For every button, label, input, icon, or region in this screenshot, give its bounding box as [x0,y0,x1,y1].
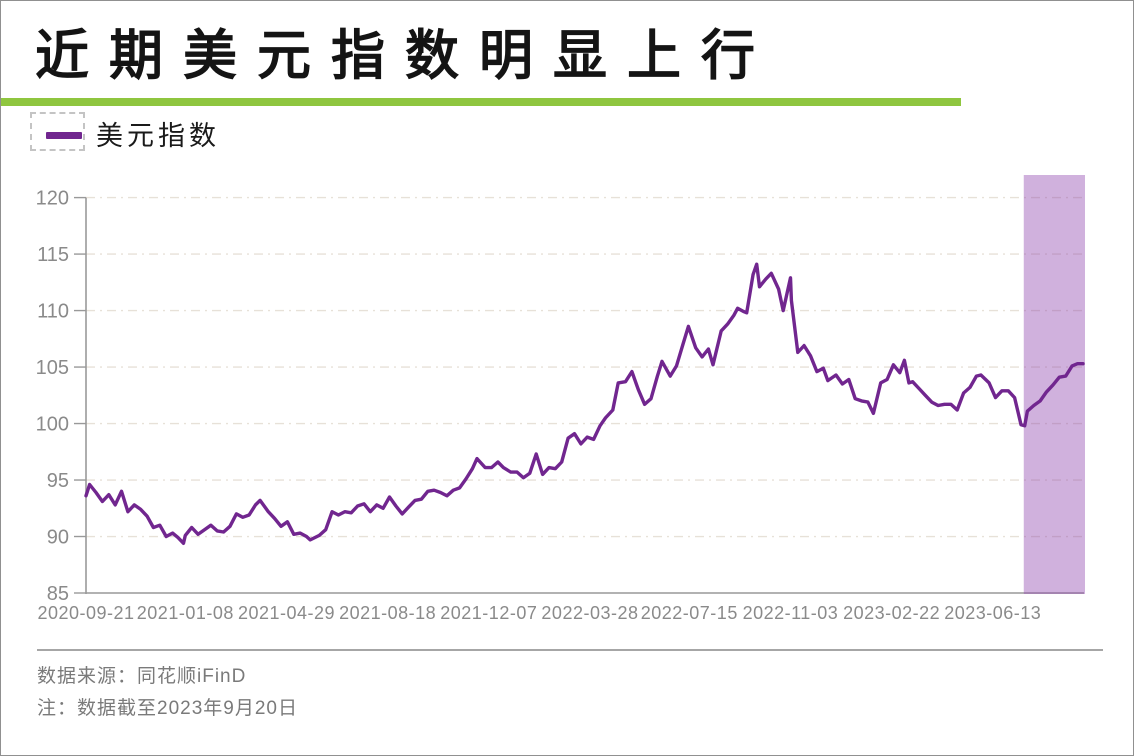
x-tick-label: 2022-11-03 [743,603,839,623]
x-tick-label: 2022-03-28 [541,603,638,623]
legend-line-marker [46,132,82,139]
y-tick-label: 115 [37,244,69,266]
x-tick-label: 2020-09-21 [37,603,134,623]
page-title: 近期美元指数明显上行 [35,26,775,86]
y-tick-label: 90 [47,527,69,549]
y-tick-label: 100 [36,414,69,436]
y-tick-label: 110 [37,301,69,323]
y-tick-label: 105 [36,357,69,379]
y-tick-label: 85 [47,583,69,605]
legend-marker-box [30,112,85,151]
x-tick-label: 2021-04-29 [238,603,335,623]
legend-label: 美元指数 [96,121,220,151]
x-tick-label: 2022-07-15 [641,603,738,623]
dollar-index-series-line [84,262,1085,545]
data-source-text: 数据来源：同花顺iFinD [37,666,247,687]
y-tick-label: 95 [47,470,69,492]
title-underline-accent [1,98,961,106]
x-tick-label: 2023-02-22 [843,603,940,623]
data-note-text: 注：数据截至2023年9月20日 [37,698,298,719]
x-tick-label: 2021-08-18 [339,603,436,623]
x-tick-label: 2021-12-07 [440,603,537,623]
x-tick-label: 2023-06-13 [944,603,1041,623]
x-tick-label: 2021-01-08 [137,603,234,623]
footer-divider [37,649,1103,651]
y-tick-label: 120 [36,188,69,210]
